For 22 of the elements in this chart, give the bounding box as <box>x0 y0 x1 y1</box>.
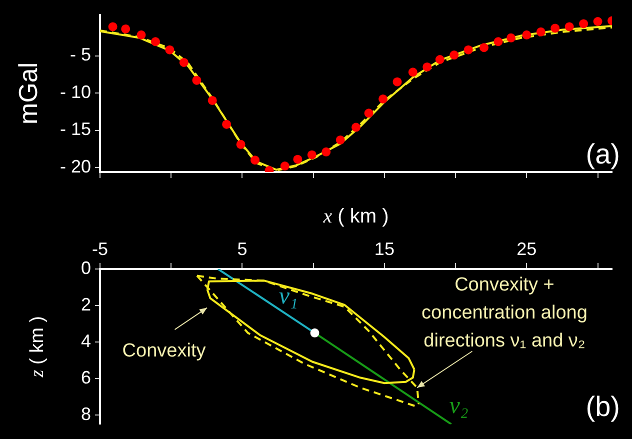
annotation: Convexity <box>122 340 206 362</box>
y-tick-label: - 15 <box>60 119 91 140</box>
y-axis-title: z ( km ) <box>27 316 48 378</box>
x-tick-label: 25 <box>516 239 537 260</box>
y-tick-label: - 20 <box>60 156 91 176</box>
annotation: (b) <box>586 390 620 422</box>
y-tick-label: 4 <box>80 331 91 352</box>
series-label: ν₂ <box>449 392 468 419</box>
x-tick-label: 15 <box>374 239 394 260</box>
x-tick-label: 5 <box>237 239 248 260</box>
y-tick-label: 2 <box>80 294 91 314</box>
y-tick-label: - 5 <box>70 44 91 65</box>
x-axis-title: x ( km ) <box>322 205 389 228</box>
annotation: Convexity + concentration along directions ν₁ and ν₂ <box>422 274 588 352</box>
y-axis-title: mGal <box>13 62 44 124</box>
y-tick-label: 0 <box>80 258 91 278</box>
y-tick-label: 6 <box>80 368 91 388</box>
x-tick-label: -5 <box>92 239 108 260</box>
y-tick-label: 8 <box>80 404 91 424</box>
series-label: ν₁ <box>278 283 298 310</box>
y-tick-label: - 10 <box>60 82 91 102</box>
annotation: (a) <box>586 138 620 170</box>
